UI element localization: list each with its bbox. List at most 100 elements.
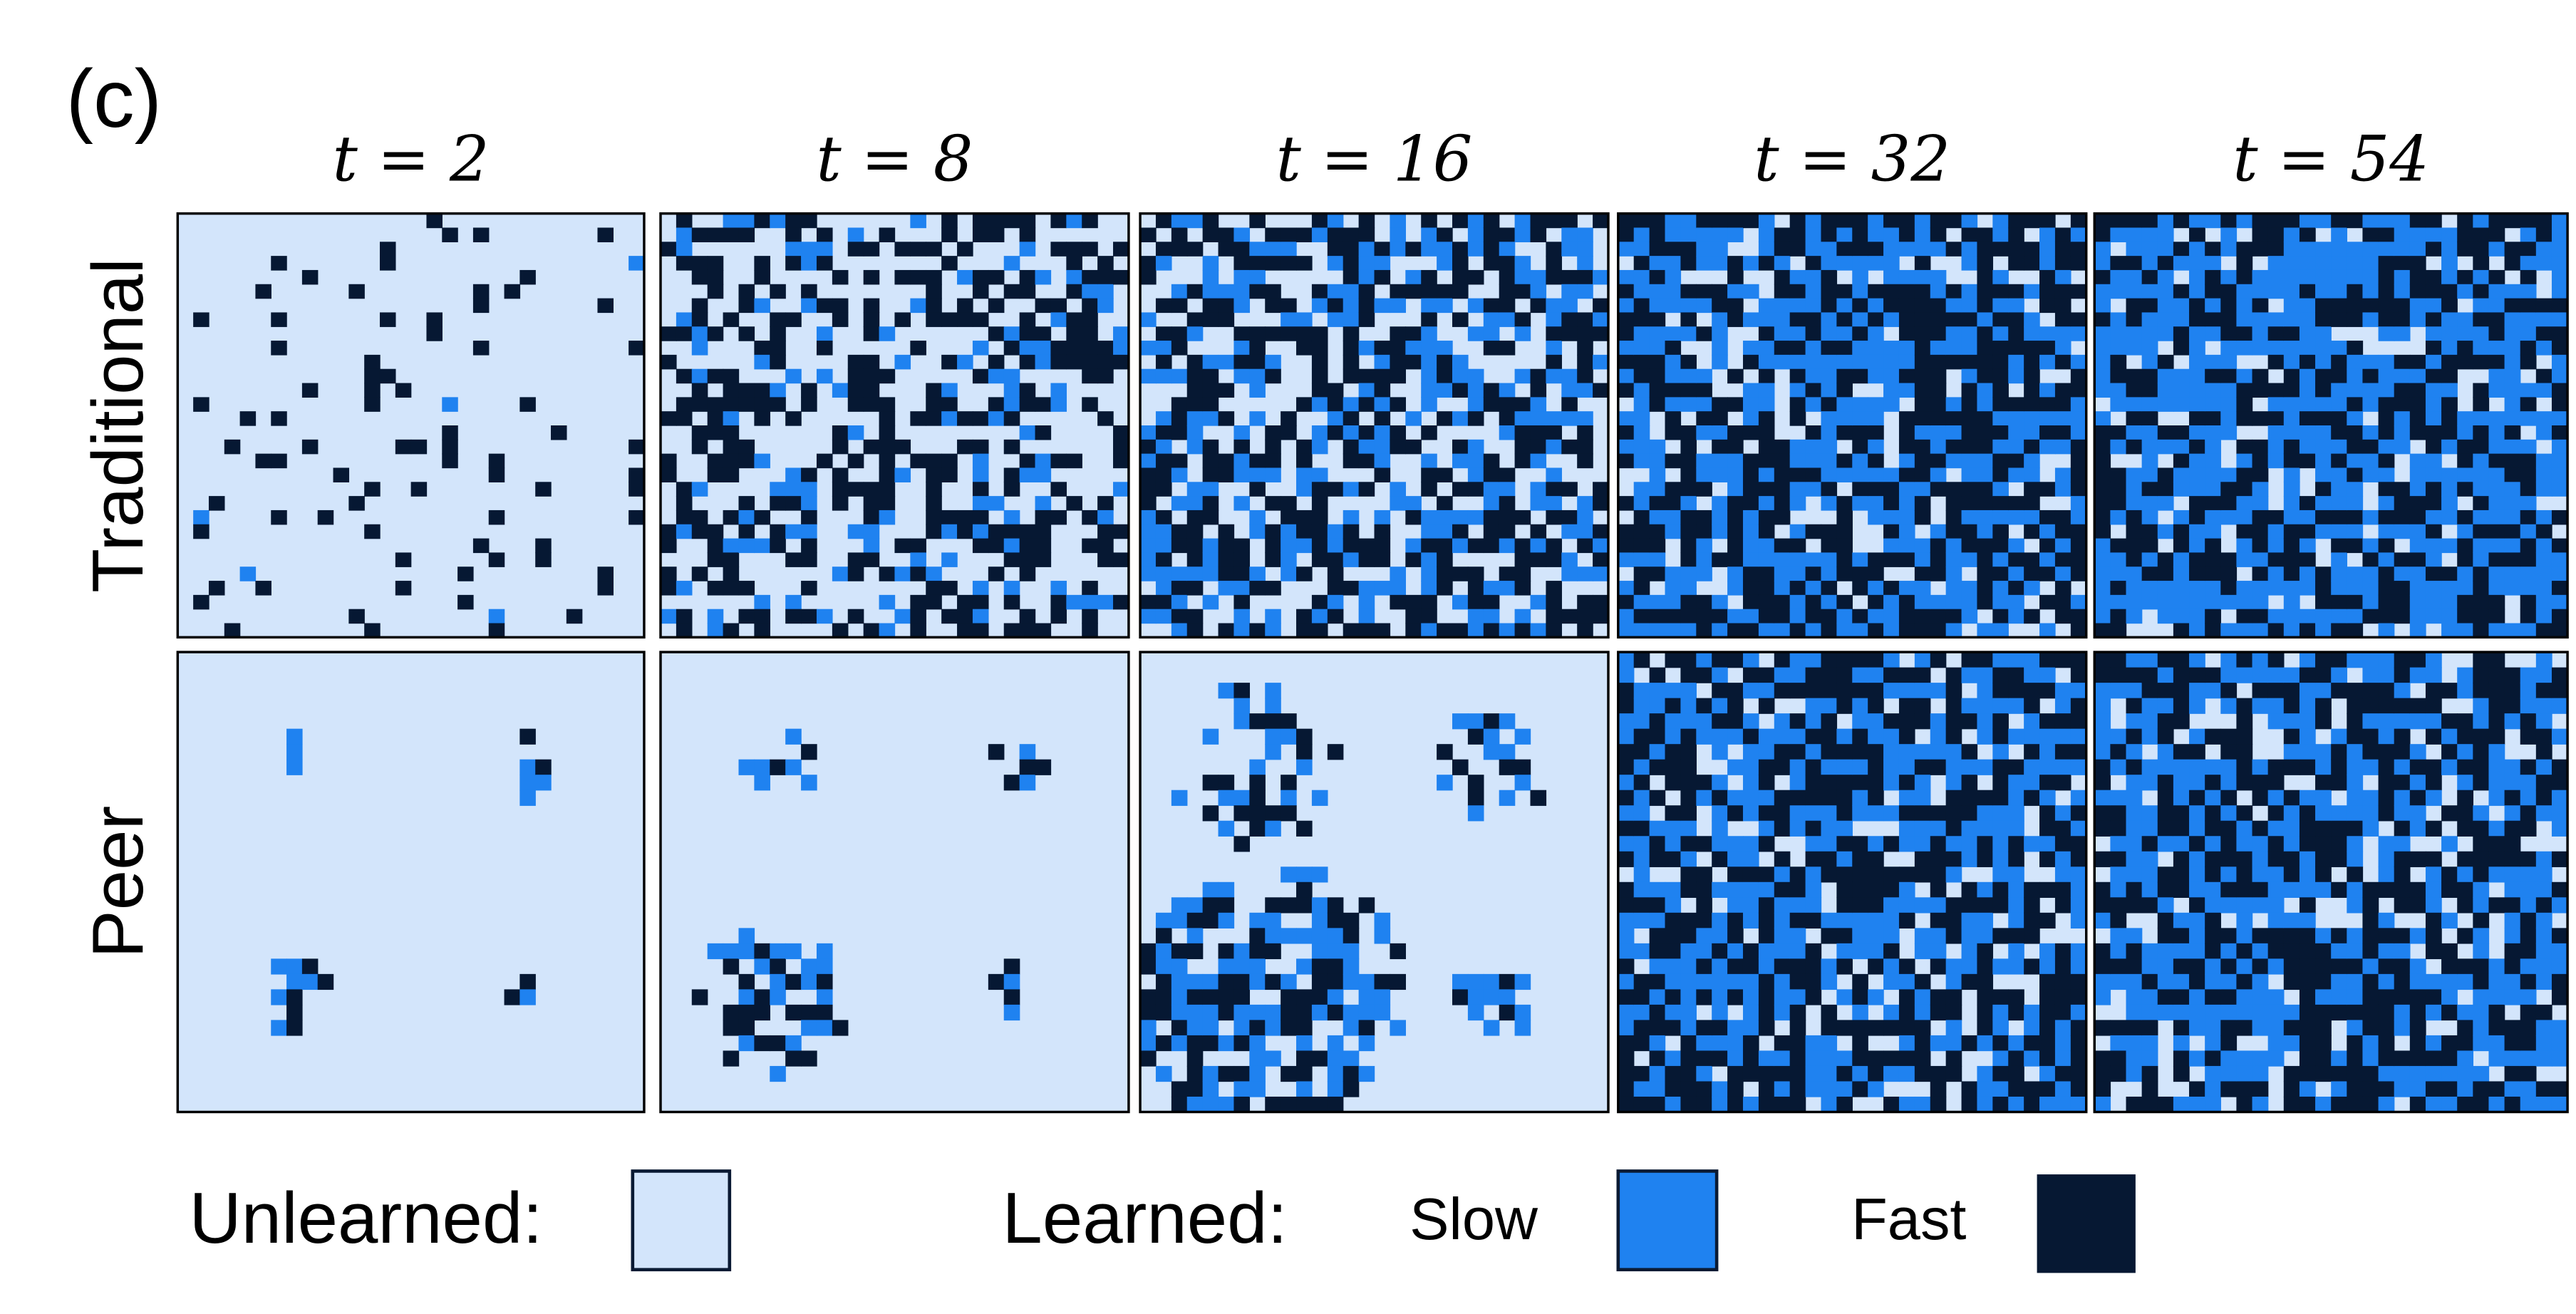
cell bbox=[2094, 538, 2111, 554]
cell bbox=[1343, 1020, 1360, 1036]
cell bbox=[1898, 284, 1915, 299]
cell bbox=[1343, 1065, 1360, 1082]
cell bbox=[1992, 594, 2009, 610]
cell bbox=[1633, 866, 1650, 883]
cell bbox=[2141, 1035, 2158, 1052]
cell bbox=[832, 269, 849, 285]
cell bbox=[2394, 567, 2411, 581]
cell bbox=[1343, 1050, 1360, 1067]
cell bbox=[2409, 744, 2426, 760]
cell bbox=[2473, 538, 2490, 554]
cell bbox=[941, 609, 958, 624]
cell bbox=[1992, 326, 2009, 341]
cell bbox=[2394, 805, 2411, 822]
cell bbox=[832, 482, 849, 497]
cell bbox=[801, 284, 817, 299]
cell bbox=[1774, 439, 1791, 455]
cell bbox=[1618, 759, 1635, 775]
cell bbox=[2054, 538, 2071, 554]
cell bbox=[2425, 820, 2442, 837]
cell bbox=[1977, 1035, 1994, 1052]
cell bbox=[1852, 567, 1868, 581]
cell bbox=[1171, 227, 1188, 242]
cell bbox=[1665, 581, 1682, 596]
cell bbox=[2299, 284, 2316, 299]
cell bbox=[1233, 683, 1251, 699]
cell bbox=[2378, 866, 2395, 883]
cell bbox=[691, 256, 708, 271]
cell bbox=[2299, 973, 2316, 990]
cell bbox=[1265, 552, 1281, 567]
cell bbox=[2520, 1004, 2537, 1021]
cell bbox=[1546, 368, 1562, 384]
cell bbox=[2315, 269, 2332, 285]
cell bbox=[2189, 897, 2205, 914]
cell bbox=[1311, 538, 1328, 554]
cell bbox=[2252, 467, 2269, 482]
cell bbox=[1789, 227, 1806, 242]
cell bbox=[1758, 312, 1775, 327]
cell bbox=[2441, 326, 2458, 341]
cell bbox=[2252, 284, 2269, 299]
cell bbox=[1171, 326, 1188, 341]
cell bbox=[2473, 298, 2490, 314]
cell bbox=[1593, 312, 1609, 327]
cell bbox=[2173, 326, 2190, 341]
cell bbox=[2024, 368, 2040, 384]
cell bbox=[1696, 1050, 1712, 1067]
cell bbox=[1390, 425, 1406, 440]
cell bbox=[1992, 667, 2009, 683]
cell bbox=[1082, 298, 1098, 314]
cell bbox=[847, 552, 864, 567]
cell bbox=[1155, 354, 1172, 370]
cell bbox=[2535, 567, 2552, 581]
cell bbox=[2473, 728, 2490, 745]
cell bbox=[1977, 594, 1994, 610]
cell bbox=[2473, 312, 2490, 327]
cell bbox=[2535, 609, 2552, 624]
cell bbox=[2315, 989, 2332, 1005]
cell bbox=[2267, 866, 2285, 883]
cell bbox=[2394, 775, 2411, 791]
cell bbox=[1992, 269, 2009, 285]
cell bbox=[1374, 928, 1391, 944]
cell bbox=[2252, 453, 2269, 469]
cell bbox=[1868, 989, 1884, 1005]
cell bbox=[1977, 713, 1994, 730]
cell bbox=[1514, 759, 1531, 775]
cell bbox=[2205, 1050, 2221, 1067]
cell bbox=[1618, 683, 1635, 699]
cell bbox=[1758, 397, 1775, 412]
cell bbox=[2488, 269, 2505, 285]
cell bbox=[629, 467, 645, 482]
cell bbox=[1665, 524, 1682, 539]
cell bbox=[2008, 912, 2024, 929]
cell bbox=[754, 1035, 770, 1052]
cell bbox=[2157, 805, 2174, 822]
cell bbox=[1358, 284, 1375, 299]
cell bbox=[2488, 482, 2505, 497]
cell bbox=[2141, 524, 2158, 539]
cell bbox=[1218, 989, 1235, 1005]
cell bbox=[957, 623, 973, 638]
cell bbox=[2457, 269, 2474, 285]
cell bbox=[2157, 989, 2174, 1005]
cell bbox=[1789, 973, 1806, 990]
cell bbox=[1836, 312, 1853, 327]
cell bbox=[1265, 943, 1281, 960]
cell bbox=[770, 326, 786, 341]
cell bbox=[1992, 298, 2009, 314]
cell bbox=[1202, 383, 1219, 398]
cell bbox=[2110, 790, 2127, 806]
cell bbox=[847, 524, 864, 539]
cell bbox=[2054, 326, 2071, 341]
cell bbox=[2252, 567, 2269, 581]
cell bbox=[1836, 524, 1853, 539]
cell bbox=[1805, 897, 1822, 914]
cell bbox=[2252, 881, 2269, 898]
cell bbox=[2141, 973, 2158, 990]
cell bbox=[1113, 594, 1129, 610]
cell bbox=[879, 567, 896, 581]
cell bbox=[1358, 341, 1375, 356]
cell bbox=[2315, 482, 2332, 497]
